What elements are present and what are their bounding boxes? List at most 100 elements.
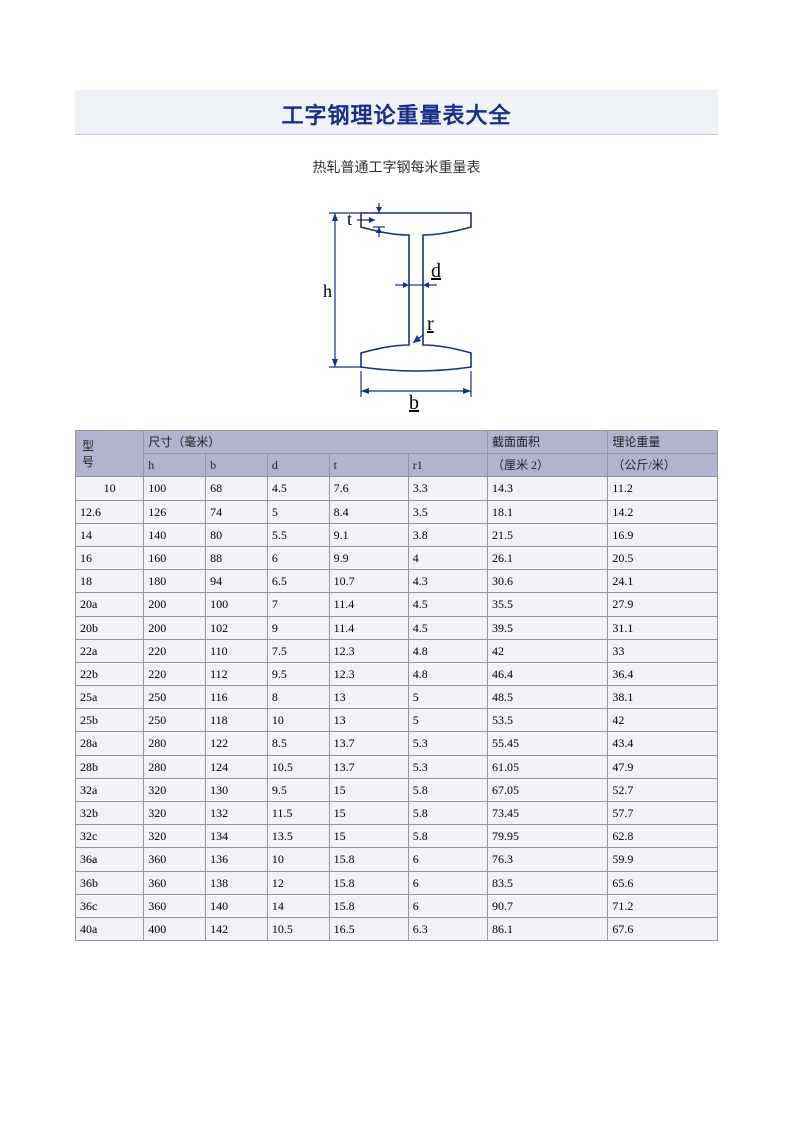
cell-model: 14 [76,524,143,546]
cell-b: 102 [206,617,267,639]
cell-h: 200 [144,593,205,615]
diagram-label-t: t [347,209,352,229]
cell-h: 320 [144,802,205,824]
cell-b: 132 [206,802,267,824]
cell-b: 112 [206,663,267,685]
cell-d: 5 [268,501,329,523]
cell-area: 90.7 [488,895,607,917]
cell-area: 61.05 [488,756,607,778]
cell-wt: 24.1 [608,570,717,592]
cell-r1: 5.8 [409,779,487,801]
cell-h: 280 [144,732,205,754]
cell-b: 142 [206,918,267,940]
cell-wt: 33 [608,640,717,662]
cell-h: 280 [144,756,205,778]
cell-h: 126 [144,501,205,523]
weight-table: 型 号 尺寸（毫米） 截面面积 理论重量 h b d t r1 （厘米 2） （… [75,430,718,941]
cell-h: 360 [144,872,205,894]
cell-h: 320 [144,779,205,801]
cell-t: 15.8 [330,872,408,894]
cell-r1: 4 [409,547,487,569]
cell-b: 118 [206,709,267,731]
cell-r1: 5.8 [409,825,487,847]
cell-r1: 4.8 [409,640,487,662]
cell-d: 12 [268,872,329,894]
cell-wt: 14.2 [608,501,717,523]
cell-d: 4.5 [268,477,329,499]
cell-r1: 4.5 [409,593,487,615]
cell-area: 39.5 [488,617,607,639]
cell-model: 32b [76,802,143,824]
cell-model: 10 [76,477,143,499]
cell-wt: 67.6 [608,918,717,940]
cell-h: 360 [144,895,205,917]
cell-area: 73.45 [488,802,607,824]
cell-d: 6.5 [268,570,329,592]
cell-area: 55.45 [488,732,607,754]
cell-b: 100 [206,593,267,615]
table-row: 36b3601381215.8683.565.6 [76,872,717,894]
cell-r1: 5 [409,686,487,708]
cell-wt: 20.5 [608,547,717,569]
cell-r1: 5 [409,709,487,731]
cell-h: 220 [144,663,205,685]
cell-h: 180 [144,570,205,592]
cell-model: 36a [76,848,143,870]
cell-t: 13.7 [330,756,408,778]
cell-d: 8 [268,686,329,708]
cell-wt: 38.1 [608,686,717,708]
cell-model: 22a [76,640,143,662]
th-dim: 尺寸（毫米） [144,431,487,453]
cell-area: 83.5 [488,872,607,894]
cell-d: 10 [268,709,329,731]
cell-area: 86.1 [488,918,607,940]
table-row: 10100684.57.63.314.311.2 [76,477,717,499]
cell-b: 122 [206,732,267,754]
table-row: 36a3601361015.8676.359.9 [76,848,717,870]
cell-d: 11.5 [268,802,329,824]
cell-model: 18 [76,570,143,592]
cell-t: 9.1 [330,524,408,546]
cell-wt: 57.7 [608,802,717,824]
cell-wt: 31.1 [608,617,717,639]
cell-t: 15.8 [330,848,408,870]
cell-t: 9.9 [330,547,408,569]
cell-area: 46.4 [488,663,607,685]
cell-model: 25b [76,709,143,731]
th-b: b [206,454,267,476]
table-row: 25a250116813548.538.1 [76,686,717,708]
cell-b: 116 [206,686,267,708]
cell-r1: 4.5 [409,617,487,639]
cell-r1: 4.8 [409,663,487,685]
cell-wt: 43.4 [608,732,717,754]
cell-h: 320 [144,825,205,847]
cell-model: 36b [76,872,143,894]
th-model: 型 号 [76,431,143,476]
cell-t: 8.4 [330,501,408,523]
table-row: 25b2501181013553.542 [76,709,717,731]
table-row: 18180946.510.74.330.624.1 [76,570,717,592]
cell-r1: 5.8 [409,802,487,824]
cell-b: 94 [206,570,267,592]
cell-area: 53.5 [488,709,607,731]
table-row: 14140805.59.13.821.516.9 [76,524,717,546]
table-row: 20b200102911.44.539.531.1 [76,617,717,639]
cell-model: 22b [76,663,143,685]
cell-h: 100 [144,477,205,499]
cell-wt: 52.7 [608,779,717,801]
cell-model: 32a [76,779,143,801]
cell-h: 400 [144,918,205,940]
th-t: t [330,454,408,476]
cell-d: 9 [268,617,329,639]
cell-r1: 3.3 [409,477,487,499]
cell-r1: 6 [409,872,487,894]
cell-area: 35.5 [488,593,607,615]
cell-r1: 3.8 [409,524,487,546]
th-weight-top: 理论重量 [608,431,717,453]
table-row: 36c3601401415.8690.771.2 [76,895,717,917]
table-row: 32c32013413.5155.879.9562.8 [76,825,717,847]
cell-area: 42 [488,640,607,662]
cell-t: 16.5 [330,918,408,940]
th-h: h [144,454,205,476]
cell-model: 20b [76,617,143,639]
